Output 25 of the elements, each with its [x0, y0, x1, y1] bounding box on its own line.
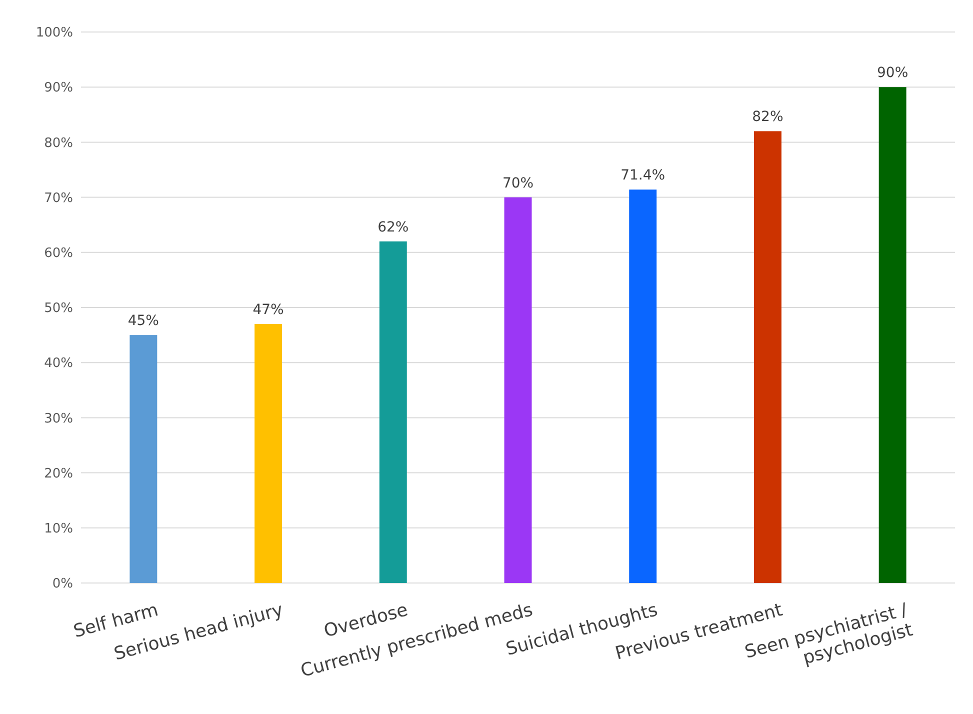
bar [878, 87, 906, 583]
y-tick-label: 30% [44, 411, 73, 426]
y-tick-label: 10% [44, 521, 73, 536]
bar [254, 324, 282, 583]
y-tick-label: 90% [44, 80, 73, 96]
y-tick-label: 100% [36, 26, 73, 41]
y-tick-label: 70% [44, 190, 73, 206]
data-label: 45% [128, 313, 159, 330]
bar [629, 190, 657, 583]
data-label: 82% [752, 109, 784, 126]
y-tick-label: 50% [44, 301, 73, 316]
y-tick-label: 40% [44, 356, 73, 372]
data-label: 47% [252, 302, 284, 318]
bar [504, 197, 532, 583]
y-tick-label: 0% [52, 576, 73, 592]
data-label: 71.4% [620, 168, 666, 184]
y-tick-label: 60% [44, 246, 73, 261]
bar [130, 335, 158, 583]
data-label: 90% [877, 65, 908, 82]
data-label: 62% [378, 219, 409, 236]
data-label: 70% [502, 175, 534, 192]
y-tick-label: 20% [44, 466, 73, 482]
y-tick-label: 80% [44, 136, 73, 151]
bar [754, 131, 782, 583]
bar [379, 241, 407, 583]
